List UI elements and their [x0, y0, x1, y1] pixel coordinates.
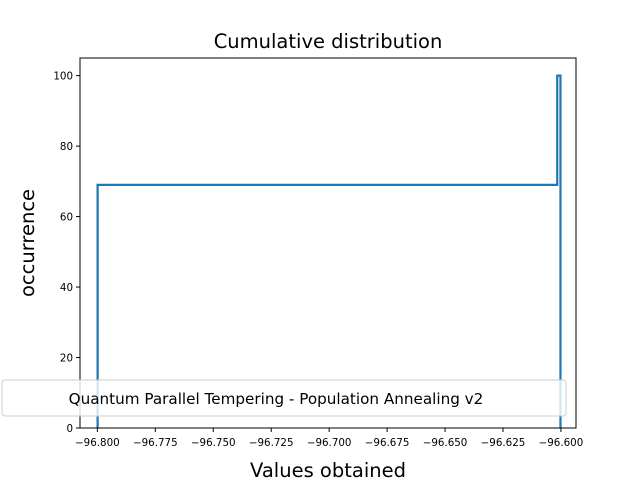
chart-title: Cumulative distribution [214, 30, 443, 53]
y-axis: 0 20 40 60 80 100 [53, 71, 80, 435]
legend-entry-label: Quantum Parallel Tempering - Population … [69, 390, 484, 408]
x-tick-label: −96.700 [307, 437, 352, 449]
y-tick-label: 0 [66, 423, 73, 435]
y-tick-label: 100 [53, 71, 73, 83]
x-tick-label: −96.800 [75, 437, 120, 449]
legend-box [1, 379, 567, 417]
x-tick-label: −96.750 [191, 437, 236, 449]
x-axis: −96.800 −96.775 −96.750 −96.725 −96.700 −96.6… [75, 428, 583, 449]
x-tick-label: −96.775 [133, 437, 178, 449]
y-axis-label: occurrence [16, 189, 39, 297]
plot-layer [96, 74, 562, 428]
y-tick-label: 80 [60, 141, 73, 153]
x-tick-label: −96.675 [365, 437, 410, 449]
plot-frame [79, 57, 577, 429]
x-tick-label: −96.650 [423, 437, 468, 449]
x-tick-label: −96.725 [249, 437, 294, 449]
legend: Quantum Parallel Tempering - Population … [1, 379, 567, 417]
x-axis-label: Values obtained [250, 459, 406, 480]
y-tick-label: 40 [60, 282, 73, 294]
y-tick-label: 20 [60, 353, 73, 365]
x-tick-label: −96.625 [481, 437, 526, 449]
series-line-0 [96, 74, 562, 428]
y-tick-label: 60 [60, 212, 73, 224]
x-tick-label: −96.600 [539, 437, 584, 449]
